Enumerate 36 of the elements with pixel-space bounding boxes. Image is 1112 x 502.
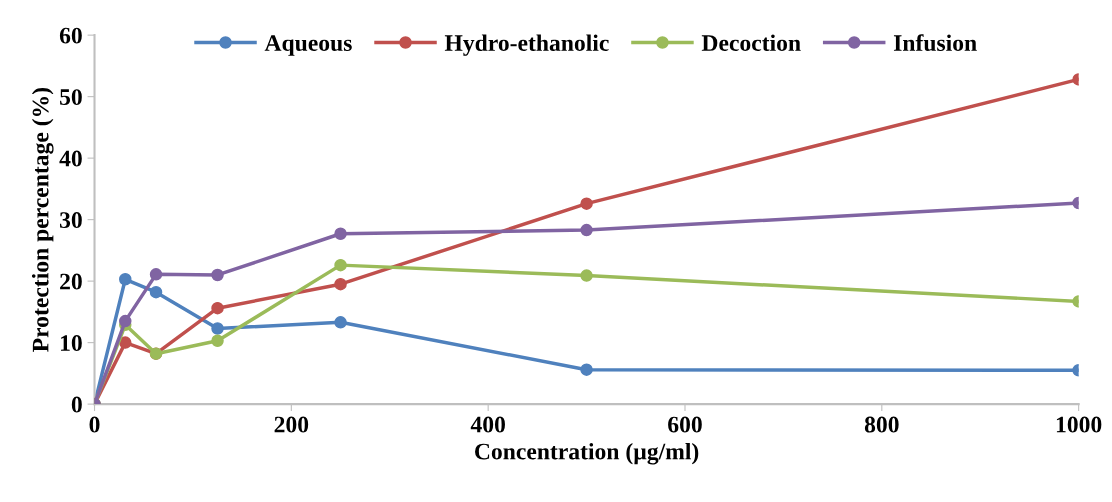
point — [211, 334, 224, 348]
point — [149, 285, 163, 299]
point — [580, 223, 593, 237]
point — [119, 336, 132, 349]
x-tick-label: 1000 — [1056, 416, 1102, 433]
point — [119, 314, 132, 328]
point — [334, 277, 347, 291]
point — [334, 258, 347, 272]
y-tick-label: 10 — [61, 335, 82, 352]
legend-label: Decoction — [701, 34, 801, 52]
point — [580, 197, 593, 210]
point — [211, 268, 224, 282]
y-tick-label: 0 — [71, 396, 82, 413]
legend-label: Hydro-ethanolic — [444, 34, 609, 56]
x-tick-label: 600 — [668, 416, 702, 433]
x-tick-label: 400 — [470, 416, 505, 433]
point — [580, 269, 593, 282]
point — [334, 227, 347, 241]
x-axis-title: Concentration (µg/ml) — [475, 442, 699, 465]
y-tick-label: 30 — [59, 212, 82, 229]
y-tick-label: 60 — [59, 27, 82, 44]
x-tick-label: 200 — [274, 416, 309, 433]
y-tick-label: 20 — [60, 273, 82, 290]
point — [211, 301, 224, 315]
legend-label: Aqueous — [264, 35, 352, 56]
point — [149, 268, 163, 281]
point — [211, 322, 224, 335]
point — [580, 363, 593, 376]
y-tick-label: 50 — [60, 89, 82, 106]
point — [119, 273, 132, 286]
y-axis-title: Protection percentage (%) — [31, 87, 54, 352]
x-tick-label: 800 — [864, 416, 899, 433]
x-tick-label: 0 — [89, 416, 100, 433]
point — [334, 316, 347, 329]
y-tick-label: 40 — [59, 150, 82, 167]
legend-label: Infusion — [893, 34, 977, 52]
